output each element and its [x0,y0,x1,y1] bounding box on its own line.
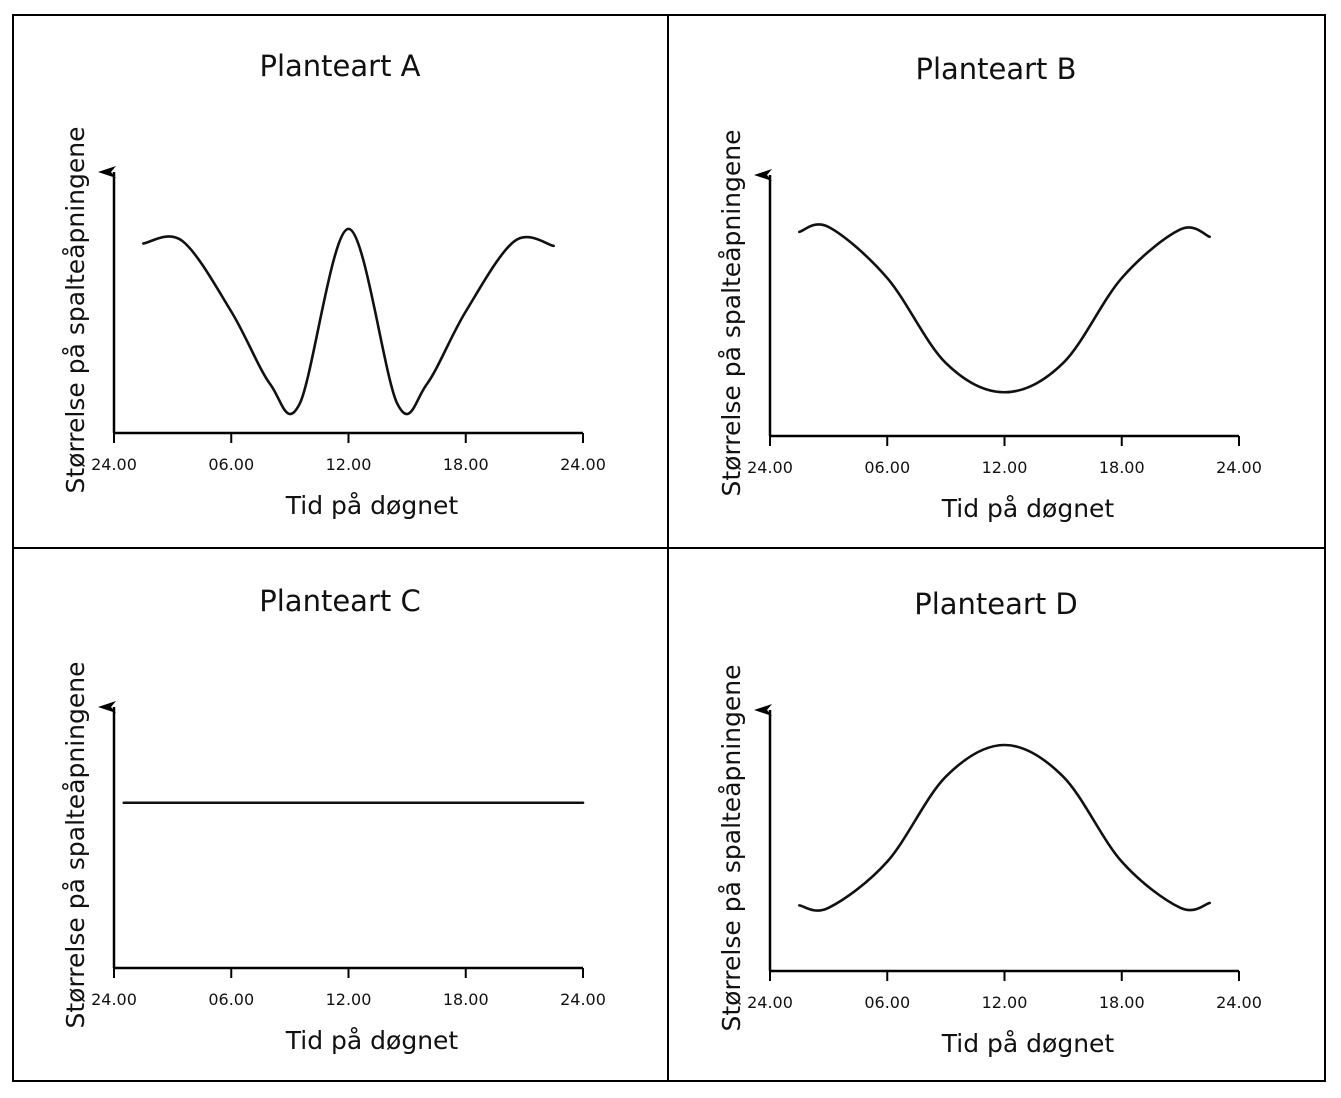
x-tick-label: 18.00 [1099,993,1145,1012]
x-tick-label: 18.00 [1099,458,1145,477]
x-tick-label: 06.00 [864,993,910,1012]
x-tick-label: 24.00 [91,455,137,474]
chart-title: Planteart B [915,52,1076,86]
chart-panel-2: Planteart B Størrelse på spalteåpningene T… [717,52,1262,523]
x-axis-label: Tid på døgnet [941,1029,1115,1058]
chart-title: Planteart D [914,587,1078,621]
x-tick-label: 12.00 [982,458,1028,477]
y-axis-label: Størrelse på spalteåpningene [717,130,746,497]
series-line [798,223,1211,394]
x-tick-label: 24.00 [747,458,793,477]
x-axis-label: Tid på døgnet [941,494,1115,523]
x-tick-label: 24.00 [1216,993,1262,1012]
x-tick-label: 06.00 [208,455,254,474]
x-tick-label: 18.00 [443,990,489,1009]
x-tick-label: 06.00 [864,458,910,477]
y-axis-label: Størrelse på spalteåpningene [717,665,746,1032]
x-axis-label: Tid på døgnet [285,1026,459,1055]
panel-divider-horizontal [12,547,1326,549]
series-line [798,743,1211,912]
x-tick-label: 24.00 [560,990,606,1009]
series-line [142,227,555,416]
x-tick-label: 12.00 [982,993,1028,1012]
x-tick-label: 24.00 [91,990,137,1009]
x-tick-label: 18.00 [443,455,489,474]
chart-panel-3: Planteart C Størrelse på spalteåpningene T… [61,584,606,1055]
chart-title: Planteart C [259,584,420,618]
x-axis-label: Tid på døgnet [285,491,459,520]
x-tick-label: 12.00 [326,455,372,474]
x-tick-label: 24.00 [747,993,793,1012]
x-tick-label: 06.00 [208,990,254,1009]
x-tick-label: 12.00 [326,990,372,1009]
chart-title: Planteart A [259,49,420,83]
y-axis-label: Størrelse på spalteåpningene [61,662,90,1029]
y-axis-label: Størrelse på spalteåpningene [61,127,90,494]
chart-panel-1: Planteart A Størrelse på spalteåpningene T… [61,49,606,520]
chart-panel-4: Planteart D Størrelse på spalteåpningene T… [717,587,1262,1058]
x-tick-label: 24.00 [1216,458,1262,477]
x-tick-label: 24.00 [560,455,606,474]
